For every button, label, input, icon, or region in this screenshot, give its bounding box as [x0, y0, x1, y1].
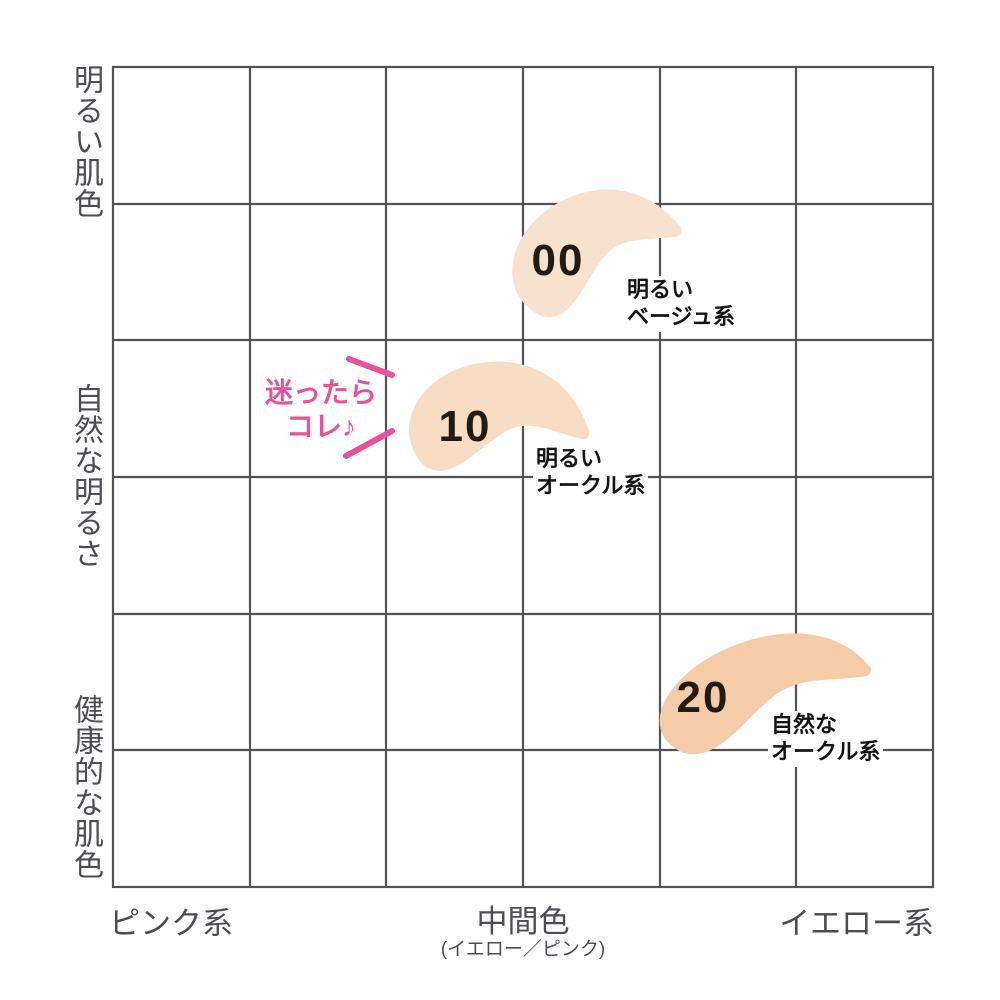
x-axis-label-center: 中間色: [476, 904, 570, 939]
annotation-note: 迷ったら コレ♪: [259, 376, 383, 443]
y-axis-label-top: 明るい肌色: [69, 64, 102, 219]
x-axis-label-right: イエロー系: [779, 906, 934, 941]
swatch-label-20-line1: 自然な: [771, 712, 838, 737]
grid-border: [111, 65, 935, 889]
x-axis-label-left: ピンク系: [109, 906, 233, 941]
swatch-label-10-line2: オークル系: [536, 472, 646, 498]
x-axis-label-center-sub: (イエロー／ピンク): [440, 939, 606, 960]
swatch-label-20-line2: オークル系: [771, 738, 881, 764]
swatch-label-10-line1: 明るい: [536, 446, 603, 471]
annotation-slash-bottom: [343, 428, 395, 459]
annotation-note-line2: コレ♪: [285, 410, 356, 442]
swatch-smears: [408, 189, 871, 755]
shade-number-10: 10: [438, 402, 492, 451]
swatch-smear-00: [512, 189, 682, 318]
y-axis-label-middle: 自然な明るさ: [69, 383, 102, 569]
swatch-label-00-line1: 明るい: [627, 277, 694, 302]
swatch-label-20: 自然な オークル系: [768, 711, 884, 767]
swatch-label-00: 明るい ベージュ系: [624, 276, 739, 332]
swatch-label-00-line2: ベージュ系: [627, 303, 736, 329]
y-axis-label-bottom: 健康的な肌色: [69, 694, 102, 880]
swatch-smear-20: [659, 633, 871, 755]
annotation-note-line1: 迷ったら: [264, 377, 377, 408]
shade-number-20: 20: [676, 673, 730, 722]
swatch-label-10: 明るい オークル系: [533, 445, 649, 501]
annotation-slashes: [343, 356, 395, 459]
annotation-slash-top: [346, 356, 395, 378]
swatch-smear-10: [408, 361, 590, 471]
shade-number-00: 00: [531, 236, 585, 285]
